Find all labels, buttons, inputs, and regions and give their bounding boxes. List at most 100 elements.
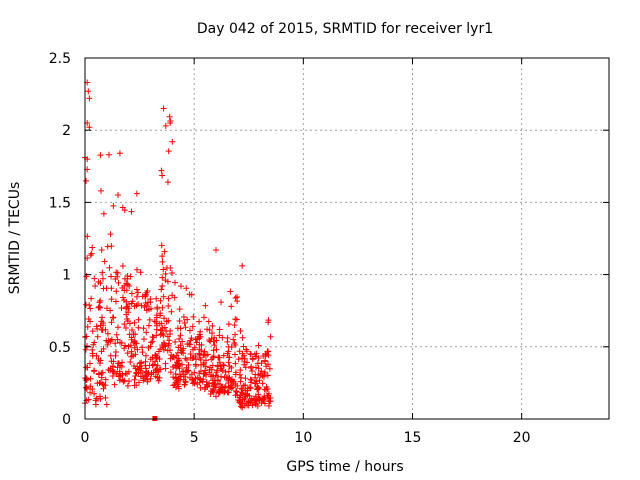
data-point (97, 187, 104, 194)
data-point (115, 279, 122, 286)
data-point (132, 373, 139, 380)
data-point (264, 394, 271, 401)
data-point (92, 283, 99, 290)
data-point (107, 338, 114, 345)
data-point (162, 365, 169, 372)
data-point (232, 360, 239, 367)
data-point (261, 386, 268, 393)
data-point (188, 371, 195, 378)
data-point (253, 378, 260, 385)
data-point (95, 278, 102, 285)
data-point (138, 360, 145, 367)
data-point (124, 315, 131, 322)
data-point (100, 322, 107, 329)
data-point (130, 331, 137, 338)
data-point (179, 368, 186, 375)
data-point (159, 304, 166, 311)
data-point (162, 270, 169, 277)
data-point (225, 321, 232, 328)
grid-lines (85, 58, 609, 419)
data-point (113, 288, 120, 295)
data-point (133, 286, 140, 293)
data-point (146, 316, 153, 323)
data-point (94, 380, 101, 387)
x-tick-label: 0 (81, 430, 90, 446)
data-point (121, 321, 128, 328)
data-point (153, 365, 160, 372)
data-point (142, 291, 149, 298)
data-point (180, 371, 187, 378)
data-point (175, 360, 182, 367)
data-point (135, 301, 142, 308)
data-point (176, 317, 183, 324)
data-point (144, 303, 151, 310)
data-point (192, 361, 199, 368)
data-point (238, 385, 245, 392)
data-point (196, 350, 203, 357)
data-point (103, 305, 110, 312)
data-point (97, 304, 104, 311)
data-point (94, 333, 101, 340)
data-point (233, 387, 240, 394)
data-point (145, 322, 152, 329)
data-point (124, 370, 131, 377)
data-point (172, 279, 179, 286)
data-point (87, 318, 94, 325)
data-point (194, 381, 201, 388)
data-point (99, 275, 106, 282)
data-point (231, 351, 238, 358)
data-point (124, 273, 131, 280)
data-point (130, 363, 137, 370)
data-point (181, 320, 188, 327)
data-point (160, 332, 167, 339)
data-point (192, 356, 199, 363)
data-point (161, 315, 168, 322)
data-point (147, 343, 154, 350)
data-point (239, 262, 246, 269)
data-point (142, 358, 149, 365)
y-tick-label: 2 (62, 123, 71, 139)
data-point (115, 360, 122, 367)
data-point (260, 373, 267, 380)
data-point (219, 334, 226, 341)
data-point (239, 390, 246, 397)
data-point (197, 356, 204, 363)
data-point (206, 380, 213, 387)
data-point (228, 385, 235, 392)
data-point (133, 370, 140, 377)
data-point (126, 320, 133, 327)
data-point (139, 293, 146, 300)
data-point (259, 380, 266, 387)
data-point (165, 302, 172, 309)
data-point (213, 247, 219, 254)
data-point (172, 370, 179, 377)
data-point (107, 231, 114, 238)
data-point (234, 382, 241, 389)
data-point (174, 381, 181, 388)
data-point (208, 330, 215, 337)
data-point (95, 355, 102, 362)
data-point (217, 386, 224, 393)
data-point (171, 294, 178, 301)
data-point (164, 333, 171, 340)
data-point (131, 376, 138, 383)
data-point (196, 318, 203, 325)
data-point (192, 353, 199, 360)
data-point (97, 379, 104, 386)
data-point (112, 352, 119, 359)
data-point (201, 314, 208, 321)
data-point (91, 275, 98, 282)
data-point (88, 250, 95, 257)
data-point (167, 369, 174, 376)
data-point (167, 327, 174, 334)
data-point (148, 369, 155, 376)
data-point (172, 362, 179, 369)
data-point (98, 370, 105, 377)
data-point (211, 334, 218, 341)
data-point (197, 384, 204, 391)
data-point (147, 375, 154, 382)
data-point (244, 387, 251, 394)
plot-frame (84, 57, 610, 420)
data-point (126, 305, 133, 312)
data-point (170, 353, 177, 360)
